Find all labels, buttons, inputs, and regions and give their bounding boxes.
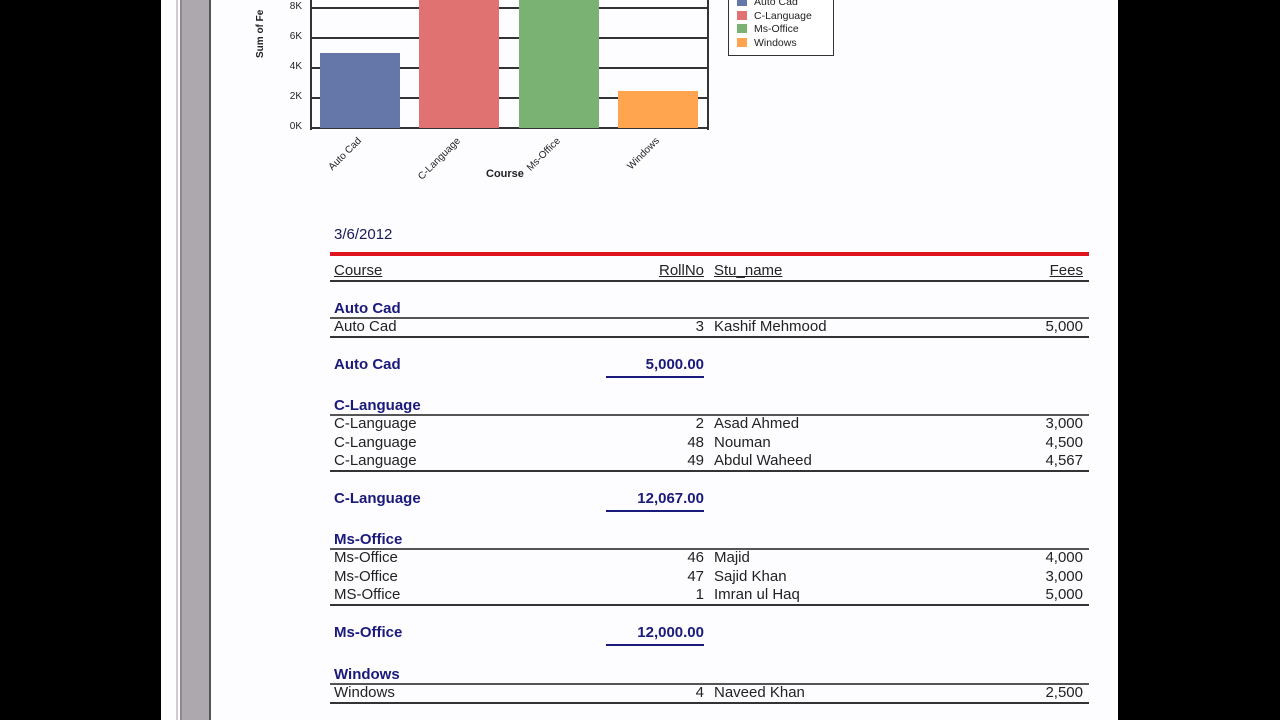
x-tick-label: C-Language <box>416 135 463 183</box>
row-rollno: 47 <box>687 567 704 585</box>
legend-label: Windows <box>754 36 797 49</box>
col-header-rollno: RollNo <box>658 262 704 279</box>
row-fees: 2,500 <box>1045 684 1083 701</box>
group-total-value: 12,000.00 <box>637 623 704 641</box>
row-fees: 4,567 <box>1045 452 1083 469</box>
row-course: Auto Cad <box>334 318 397 335</box>
row-fees: 4,500 <box>1045 433 1083 451</box>
bar-windows <box>618 90 698 128</box>
y-tick-label: 6K <box>289 31 302 42</box>
col-header-fees: Fees <box>1049 262 1083 279</box>
row-rollno: 48 <box>687 433 704 451</box>
report-page: Sum of Fe Course Auto Cad C-Language Ms-Of… <box>161 0 1118 720</box>
group-footer-rule <box>330 701 1089 704</box>
y-tick-label: 0K <box>289 121 302 132</box>
row-rollno: 49 <box>687 452 704 469</box>
chart-legend: Auto Cad C-Language Ms-Office Windows <box>728 0 834 56</box>
row-fees: 4,000 <box>1045 549 1083 566</box>
group-total-value: 5,000.00 <box>645 355 704 373</box>
group-total-label: Auto Cad <box>334 355 401 373</box>
row-rollno: 46 <box>687 549 704 566</box>
page-edge <box>176 0 178 720</box>
row-fees: 5,000 <box>1045 318 1083 335</box>
row-stu-name: Abdul Waheed <box>714 452 812 469</box>
row-stu-name: Kashif Mehmood <box>714 318 827 335</box>
x-tick-label: Auto Cad <box>326 135 364 173</box>
gridline <box>310 97 709 99</box>
row-course: C-Language <box>334 452 417 469</box>
bar-auto-cad <box>320 53 400 128</box>
gridline <box>310 37 709 39</box>
gridline <box>310 67 709 69</box>
legend-label: C-Language <box>754 9 812 22</box>
group-header-rule <box>330 683 1089 685</box>
gridline <box>310 7 709 9</box>
row-stu-name: Nouman <box>714 433 771 451</box>
row-rollno: 3 <box>695 318 704 335</box>
row-rollno: 2 <box>695 415 704 432</box>
row-course: Ms-Office <box>334 549 398 566</box>
group-footer-rule <box>330 335 1089 338</box>
group-header-rule <box>330 414 1089 416</box>
gridline <box>310 127 709 129</box>
row-fees: 3,000 <box>1045 415 1083 432</box>
report-date: 3/6/2012 <box>334 226 393 243</box>
group-header-rule <box>330 317 1089 319</box>
legend-item: Windows <box>737 37 797 49</box>
header-rule <box>330 280 1089 282</box>
plot-right-border <box>707 0 709 130</box>
y-tick-label: 2K <box>289 91 302 102</box>
group-total-underline <box>606 375 704 378</box>
group-total-label: C-Language <box>334 489 421 507</box>
legend-item: Ms-Office <box>737 23 799 35</box>
group-header: C-Language <box>334 397 421 414</box>
bar-c-language <box>419 0 499 128</box>
row-stu-name: Asad Ahmed <box>714 415 800 432</box>
row-stu-name: Majid <box>714 549 750 566</box>
x-tick-label: Windows <box>625 135 662 173</box>
legend-swatch <box>737 0 747 6</box>
legend-label: Ms-Office <box>754 23 799 35</box>
chart-x-axis-label: Course <box>486 168 524 180</box>
row-stu-name: Imran ul Haq <box>714 586 800 603</box>
group-total-underline <box>606 643 704 646</box>
y-tick-label: 4K <box>289 61 302 72</box>
group-header: Ms-Office <box>334 531 403 548</box>
group-header: Windows <box>334 666 400 683</box>
row-course: Ms-Office <box>334 567 398 585</box>
group-header: Auto Cad <box>334 300 401 317</box>
y-tick-label: 8K <box>289 1 302 12</box>
row-stu-name: Naveed Khan <box>714 684 805 701</box>
row-stu-name: Sajid Khan <box>714 567 787 585</box>
legend-swatch <box>737 37 747 47</box>
y-axis <box>310 0 312 130</box>
row-course: MS-Office <box>334 586 401 603</box>
row-fees: 5,000 <box>1045 586 1083 603</box>
legend-item: C-Language <box>737 10 812 22</box>
col-header-course: Course <box>334 262 383 279</box>
chart-y-axis-label-wrap: Sum of Fe <box>253 0 267 60</box>
accent-rule <box>330 252 1089 256</box>
group-total-underline <box>606 509 704 512</box>
row-rollno: 4 <box>695 684 704 701</box>
row-course: C-Language <box>334 433 417 451</box>
bar-ms-office <box>519 0 599 128</box>
row-course: C-Language <box>334 415 417 432</box>
group-footer-rule <box>330 603 1089 606</box>
side-scroll-strip[interactable] <box>180 0 211 720</box>
legend-swatch <box>737 10 747 20</box>
legend-label: Auto Cad <box>754 0 798 8</box>
legend-item: Auto Cad <box>737 0 798 8</box>
row-fees: 3,000 <box>1045 567 1083 585</box>
row-rollno: 1 <box>695 586 704 603</box>
col-header-stu-name: Stu_name <box>714 262 783 279</box>
row-course: Windows <box>334 684 395 701</box>
group-header-rule <box>330 548 1089 550</box>
group-total-value: 12,067.00 <box>637 489 704 507</box>
fees-chart: Sum of Fe Course Auto Cad C-Language Ms-Of… <box>161 0 1118 200</box>
legend-swatch <box>737 24 747 33</box>
chart-y-axis-label: Sum of Fe <box>255 9 266 58</box>
group-total-label: Ms-Office <box>334 623 403 641</box>
group-footer-rule <box>330 469 1089 472</box>
